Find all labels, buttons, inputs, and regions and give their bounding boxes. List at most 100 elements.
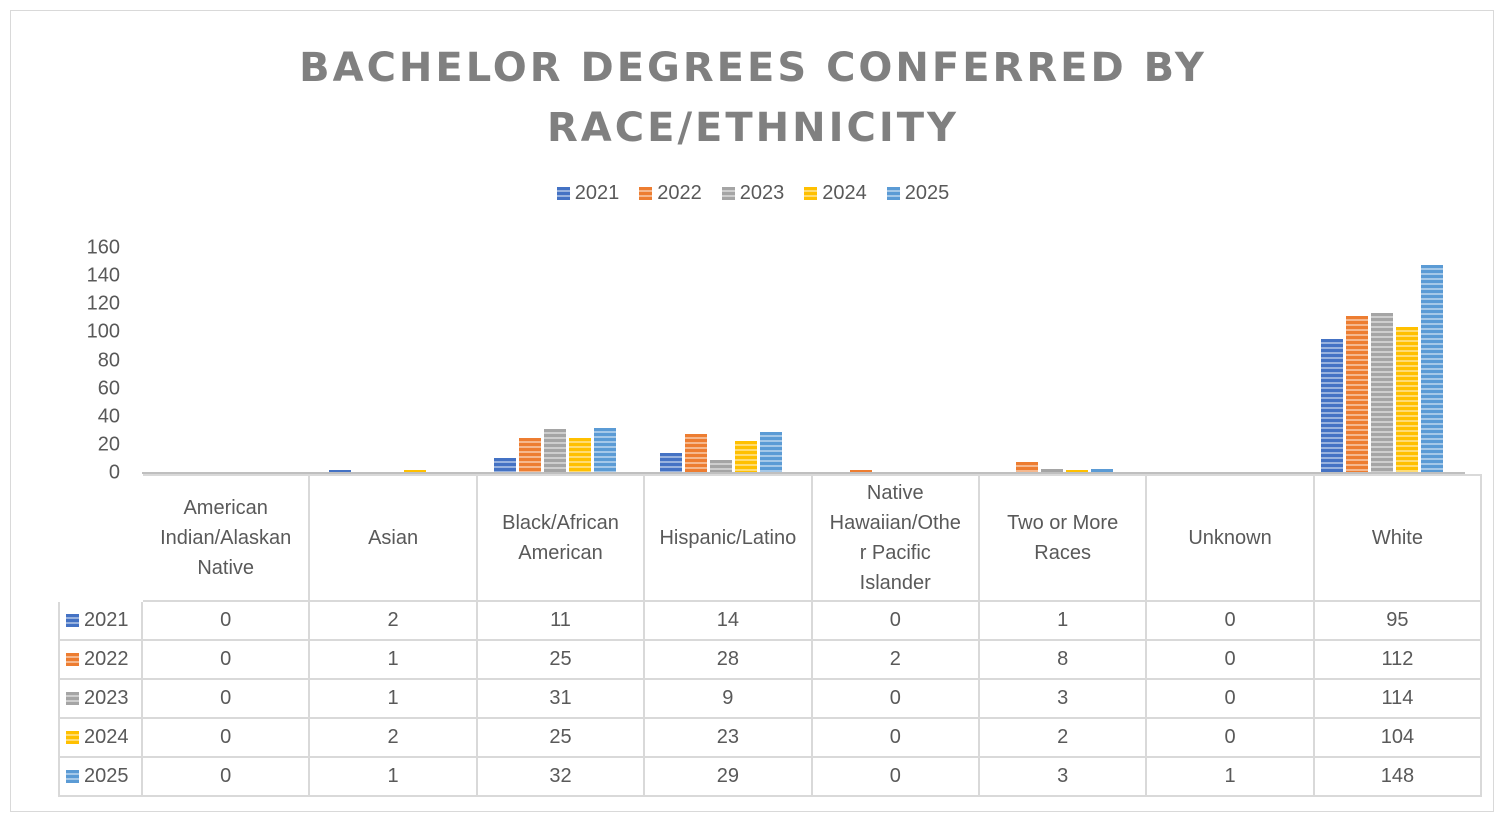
table-cell: 25 bbox=[475, 639, 646, 680]
legend-label: 2021 bbox=[574, 182, 620, 204]
legend-label: 2024 bbox=[822, 182, 867, 204]
series-label: 2024 bbox=[60, 726, 141, 749]
table-cell: 0 bbox=[140, 639, 311, 680]
category-header-line: Hawaiian/Othe bbox=[829, 512, 961, 534]
table-cell: 1 bbox=[308, 756, 478, 797]
table-cell: 0 bbox=[1145, 639, 1315, 680]
table-row: 2021 0 2 11 14 0 1 0 95 bbox=[58, 600, 1483, 641]
bar-2022[interactable] bbox=[850, 470, 873, 473]
series-name: 2021 bbox=[84, 609, 129, 631]
table-cell: 11 bbox=[475, 600, 646, 641]
chart-title-line-1: BACHELOR DEGREES CONFERRED BY bbox=[299, 45, 1207, 91]
plot-area bbox=[142, 248, 1465, 473]
bar-2022[interactable] bbox=[1015, 461, 1038, 473]
series-label: 2021 bbox=[60, 609, 141, 632]
table-cell: 148 bbox=[1312, 756, 1483, 797]
legend-item-2024[interactable]: 2024 bbox=[804, 182, 867, 205]
series-swatch-icon bbox=[66, 653, 79, 666]
y-tick-label: 140 bbox=[86, 264, 120, 287]
y-tick-label: 160 bbox=[86, 236, 120, 259]
table-cell: 0 bbox=[140, 756, 311, 797]
table-row: 2024 0 2 25 23 0 2 0 104 bbox=[58, 717, 1483, 758]
bar-2022[interactable] bbox=[1346, 315, 1369, 473]
y-tick-label: 0 bbox=[108, 461, 120, 484]
bar-2023[interactable] bbox=[709, 460, 732, 473]
bar-2023[interactable] bbox=[1040, 468, 1063, 473]
category-header: Black/African American bbox=[475, 474, 646, 602]
legend-label: 2023 bbox=[739, 182, 785, 204]
category-header: Asian bbox=[308, 474, 478, 602]
category-header: Unknown bbox=[1145, 474, 1315, 602]
category-header-line: White bbox=[1371, 527, 1423, 549]
table-cell: 2 bbox=[810, 639, 980, 680]
table-row: 2023 0 1 31 9 0 3 0 114 bbox=[58, 678, 1483, 719]
bar-2021[interactable] bbox=[329, 470, 352, 473]
bar-2024[interactable] bbox=[569, 437, 592, 473]
table-cell: 0 bbox=[810, 600, 980, 641]
table-cell: 0 bbox=[810, 678, 980, 719]
series-swatch-icon bbox=[66, 614, 79, 627]
table-cell: 1 bbox=[308, 678, 478, 719]
y-tick-label: 120 bbox=[86, 292, 120, 315]
table-cell: 104 bbox=[1312, 717, 1483, 758]
bar-2022[interactable] bbox=[684, 433, 707, 473]
table-cell: 3 bbox=[977, 756, 1148, 797]
table-cell: 0 bbox=[140, 600, 311, 641]
legend-item-2021[interactable]: 2021 bbox=[556, 182, 620, 205]
legend-swatch-icon bbox=[721, 187, 735, 200]
category-header-line: Unknown bbox=[1188, 527, 1272, 549]
table-cell: 0 bbox=[810, 756, 980, 797]
legend-item-2025[interactable]: 2025 bbox=[886, 182, 949, 205]
category-header-line: American bbox=[183, 497, 268, 519]
table-cell: 31 bbox=[475, 678, 646, 719]
table-cell: 0 bbox=[810, 717, 980, 758]
table-row: 2025 0 1 32 29 0 3 1 148 bbox=[58, 756, 1483, 797]
bar-2025[interactable] bbox=[1421, 264, 1444, 473]
bar-2021[interactable] bbox=[494, 457, 517, 473]
table-cell: 114 bbox=[1312, 678, 1483, 719]
y-axis: 0 20 40 60 80 100 120 140 160 bbox=[60, 235, 120, 485]
series-label-cell: 2021 bbox=[58, 600, 143, 641]
bar-2025[interactable] bbox=[594, 428, 617, 473]
table-header-row: American Indian/Alaskan Native Asian Black/A… bbox=[59, 474, 1483, 602]
series-swatch-icon bbox=[66, 692, 79, 705]
bar-2023[interactable] bbox=[544, 429, 567, 473]
category-header: Native Hawaiian/Othe r Pacific Islander bbox=[810, 474, 980, 602]
category-header-line: Black/African bbox=[502, 512, 619, 534]
bar-2024[interactable] bbox=[404, 470, 427, 473]
series-swatch-icon bbox=[66, 770, 79, 783]
category-header-line: American bbox=[518, 542, 603, 564]
table-cell: 1 bbox=[977, 600, 1148, 641]
series-label-cell: 2022 bbox=[58, 639, 143, 680]
bar-2025[interactable] bbox=[759, 432, 782, 473]
bar-2024[interactable] bbox=[734, 440, 757, 473]
legend-item-2023[interactable]: 2023 bbox=[721, 182, 785, 205]
table-cell: 0 bbox=[1145, 600, 1315, 641]
x-axis-line bbox=[142, 472, 1465, 474]
legend-swatch-icon bbox=[886, 187, 900, 200]
category-header-line: Two or More bbox=[1007, 512, 1119, 534]
table-cell: 1 bbox=[1145, 756, 1315, 797]
bar-2024[interactable] bbox=[1065, 470, 1088, 473]
bar-2025[interactable] bbox=[1090, 468, 1113, 473]
table-cell: 2 bbox=[308, 600, 478, 641]
y-tick-label: 40 bbox=[97, 405, 120, 428]
category-header: American Indian/Alaskan Native bbox=[140, 474, 311, 602]
table-cell: 29 bbox=[643, 756, 813, 797]
bar-2021[interactable] bbox=[1321, 339, 1344, 473]
table-cell: 23 bbox=[643, 717, 813, 758]
bar-2022[interactable] bbox=[519, 437, 542, 473]
category-header-line: Indian/Alaskan bbox=[160, 527, 292, 549]
table-cell: 0 bbox=[140, 717, 311, 758]
bar-2023[interactable] bbox=[1371, 312, 1394, 473]
bar-2024[interactable] bbox=[1396, 326, 1419, 473]
bar-2021[interactable] bbox=[659, 453, 682, 473]
legend-swatch-icon bbox=[556, 187, 570, 200]
legend-item-2022[interactable]: 2022 bbox=[639, 182, 702, 205]
series-label: 2025 bbox=[60, 765, 141, 788]
y-tick-label: 100 bbox=[86, 320, 120, 343]
category-header-line: Islander bbox=[859, 572, 931, 594]
table-cell: 8 bbox=[977, 639, 1148, 680]
category-header: Two or More Races bbox=[977, 474, 1148, 602]
table-corner bbox=[59, 475, 142, 601]
